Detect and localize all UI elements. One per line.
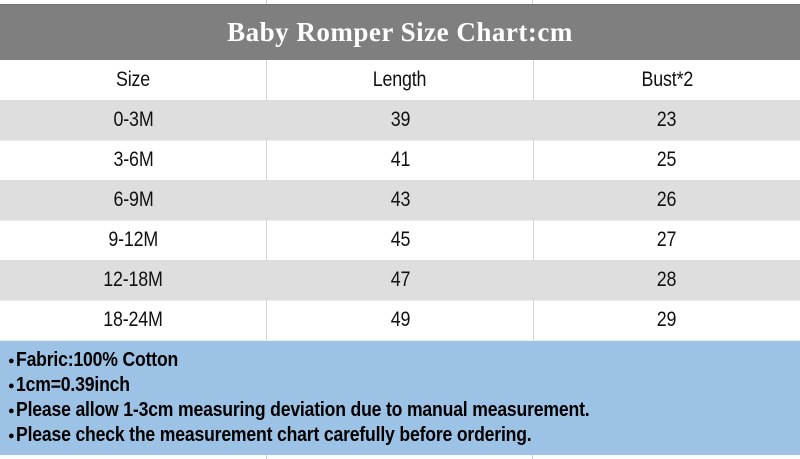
column-guide-tick — [532, 455, 533, 459]
column-guide-tick — [266, 0, 267, 4]
note-unit-conversion: ●1cm=0.39inch — [8, 374, 130, 396]
column-guide-tick — [266, 455, 267, 459]
cell-bust: 23 — [656, 107, 677, 131]
cell-length: 47 — [390, 267, 410, 291]
cell-bust: 29 — [657, 308, 677, 332]
page-title: Baby Romper Size Chart:cm — [227, 17, 573, 47]
note-deviation: ●Please allow 1-3cm measuring deviation … — [8, 399, 590, 421]
cell-bust: 26 — [656, 187, 677, 211]
note-fabric: ●Fabric:100% Cotton — [8, 349, 178, 371]
note-check-chart: ●Please check the measurement chart care… — [8, 424, 532, 446]
column-header-length: Length — [266, 60, 534, 100]
table-row: 0-3M 39 23 — [0, 100, 800, 140]
cell-bust: 25 — [657, 148, 677, 172]
cell-length: 49 — [266, 300, 534, 340]
cell-size: 12-18M — [103, 267, 164, 291]
bullet-icon: ● — [8, 355, 15, 367]
size-table-body: 0-3M 39 23 3-6M 41 25 6-9M 43 26 9-12M 4… — [0, 100, 800, 340]
cell-length: 39 — [390, 107, 410, 131]
cell-size: 9-12M — [0, 220, 268, 260]
cell-size: 0-3M — [113, 107, 154, 131]
cell-size: 6-9M — [113, 187, 154, 211]
cell-size: 18-24M — [0, 300, 268, 340]
bullet-icon: ● — [8, 430, 15, 442]
cell-length: 43 — [390, 187, 410, 211]
table-row: 18-24M 49 29 — [0, 300, 800, 340]
notes-panel: ●Fabric:100% Cotton ●1cm=0.39inch ●Pleas… — [0, 340, 800, 455]
header-row: Size Length Bust*2 — [0, 60, 800, 100]
bullet-icon: ● — [8, 405, 15, 417]
table-row: 12-18M 47 28 — [0, 260, 800, 300]
top-margin-strip — [0, 0, 800, 4]
column-header-bust: Bust*2 — [641, 68, 693, 91]
table-row: 6-9M 43 26 — [0, 180, 800, 220]
table-row: 9-12M 45 27 — [0, 220, 800, 260]
column-header-size: Size — [0, 60, 268, 100]
title-bar: Baby Romper Size Chart:cm — [0, 4, 800, 60]
cell-bust: 28 — [656, 267, 677, 291]
size-table: Size Length Bust*2 0-3M 39 23 3-6M 41 25… — [0, 60, 800, 340]
bullet-icon: ● — [8, 380, 15, 392]
table-row: 3-6M 41 25 — [0, 140, 800, 180]
column-guide-tick — [532, 0, 533, 4]
cell-bust: 27 — [657, 228, 677, 252]
bottom-margin-strip — [0, 455, 800, 459]
cell-size: 3-6M — [0, 140, 268, 180]
cell-length: 41 — [266, 140, 534, 180]
cell-length: 45 — [266, 220, 534, 260]
size-table-header: Size Length Bust*2 — [0, 60, 800, 100]
